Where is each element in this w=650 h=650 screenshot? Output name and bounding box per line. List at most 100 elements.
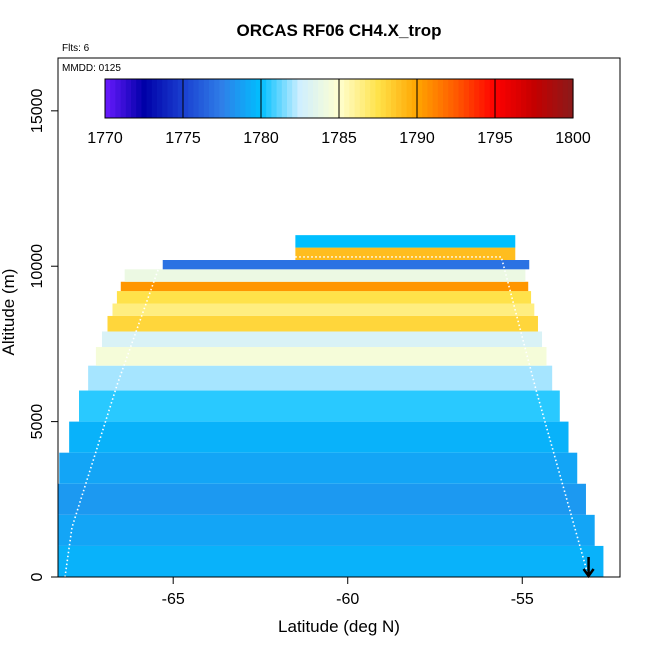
colorbar-step xyxy=(198,79,205,118)
colorbar-step xyxy=(422,79,428,118)
colorbar-step xyxy=(115,79,122,118)
colorbar-step xyxy=(479,79,486,118)
heatmap-layer-15 xyxy=(295,247,516,261)
colorbar-step xyxy=(417,79,423,118)
colorbar-step xyxy=(125,79,132,118)
colorbar-step xyxy=(547,79,553,118)
colorbar-step xyxy=(437,79,444,118)
colorbar: 1770 1775 1780 1785 1790 1795 1800 xyxy=(87,78,591,147)
colorbar-step xyxy=(443,79,449,118)
colorbar-step xyxy=(219,79,226,118)
heatmap-layer-14 xyxy=(162,260,530,270)
colorbar-step xyxy=(302,79,309,118)
colorbar-step xyxy=(458,79,465,118)
colorbar-step xyxy=(562,79,569,118)
colorbar-step xyxy=(339,79,345,118)
colorbar-step xyxy=(526,79,532,118)
y-tick-label: 0 xyxy=(29,572,46,581)
colorbar-step xyxy=(188,79,194,118)
flights-note: Flts: 6 xyxy=(62,43,90,54)
x-tick-label: -60 xyxy=(336,591,359,608)
heatmap-layer-2 xyxy=(58,483,586,515)
colorbar-step xyxy=(110,79,116,118)
colorbar-step xyxy=(406,79,413,118)
heatmap-layer-3 xyxy=(59,452,578,484)
colorbar-step xyxy=(240,79,246,118)
colorbar-step xyxy=(489,79,496,118)
colorbar-step xyxy=(396,79,402,118)
y-axis: 0 5000 10000 15000 xyxy=(29,88,58,581)
heatmap-layer-7 xyxy=(95,347,547,366)
heatmap-layer-0 xyxy=(58,545,604,577)
colorbar-tick-label: 1775 xyxy=(165,130,201,147)
colorbar-step xyxy=(318,79,324,118)
plot-frame xyxy=(57,57,621,578)
colorbar-step xyxy=(271,79,278,118)
colorbar-step xyxy=(105,79,111,118)
colorbar-step xyxy=(385,79,392,118)
colorbar-step xyxy=(552,79,558,118)
colorbar-tick-label: 1785 xyxy=(321,130,357,147)
colorbar-step xyxy=(432,79,439,118)
colorbar-step xyxy=(370,79,376,118)
colorbar-step xyxy=(276,79,283,118)
colorbar-step xyxy=(229,79,236,118)
colorbar-step xyxy=(541,79,548,118)
heatmap-layer-13 xyxy=(124,269,526,282)
heatmap-layer-11 xyxy=(116,291,532,304)
colorbar-step xyxy=(333,79,340,118)
mmdd-note: MMDD: 0125 xyxy=(62,63,121,74)
colorbar-step xyxy=(323,79,330,118)
colorbar-step xyxy=(510,79,517,118)
colorbar-step xyxy=(375,79,382,118)
colorbar-step xyxy=(172,79,179,118)
colorbar-step xyxy=(500,79,506,118)
colorbar-tick-label: 1800 xyxy=(555,130,591,147)
colorbar-step xyxy=(203,79,210,118)
x-axis-label: Latitude (deg N) xyxy=(278,617,400,636)
x-tick-label: -65 xyxy=(162,591,185,608)
colorbar-tick-label: 1795 xyxy=(477,130,513,147)
y-tick-label: 5000 xyxy=(29,404,46,440)
heatmap-layer-8 xyxy=(101,331,543,348)
x-tick-label: -55 xyxy=(511,591,534,608)
colorbar-step xyxy=(209,79,215,118)
colorbar-step xyxy=(162,79,168,118)
flight-track-line xyxy=(64,256,590,578)
colorbar-step xyxy=(427,79,434,118)
colorbar-step xyxy=(557,79,564,118)
heatmap-layer-5 xyxy=(79,390,560,422)
colorbar-step xyxy=(469,79,475,118)
colorbar-step xyxy=(463,79,470,118)
heatmap-layer-12 xyxy=(120,281,529,292)
colorbar-step xyxy=(474,79,480,118)
x-axis: -65 -60 -55 xyxy=(162,577,534,608)
colorbar-step xyxy=(141,79,148,118)
colorbar-step xyxy=(515,79,522,118)
heatmap-layer-4 xyxy=(69,421,569,453)
colorbar-step xyxy=(136,79,142,118)
colorbar-step xyxy=(484,79,491,118)
chart-title: ORCAS RF06 CH4.X_trop xyxy=(237,21,442,40)
colorbar-step xyxy=(214,79,220,118)
colorbar-step xyxy=(359,79,366,118)
colorbar-step xyxy=(261,79,267,118)
heatmap-layer-9 xyxy=(107,315,538,332)
flight-track xyxy=(64,256,595,579)
colorbar-step xyxy=(235,79,241,118)
colorbar-step xyxy=(120,79,127,118)
colorbar-step xyxy=(245,79,252,118)
heatmap-area xyxy=(58,235,604,577)
colorbar-step xyxy=(448,79,454,118)
colorbar-step xyxy=(521,79,527,118)
heatmap-layer-16 xyxy=(295,235,516,248)
heatmap-layer-1 xyxy=(58,514,595,546)
colorbar-tick-label: 1790 xyxy=(399,130,435,147)
heatmap-layer-10 xyxy=(112,303,535,316)
colorbar-step xyxy=(313,79,319,118)
colorbar-step xyxy=(391,79,397,118)
colorbar-step xyxy=(505,79,512,118)
colorbar-step xyxy=(453,79,460,118)
colorbar-step xyxy=(266,79,272,118)
colorbar-step xyxy=(536,79,543,118)
